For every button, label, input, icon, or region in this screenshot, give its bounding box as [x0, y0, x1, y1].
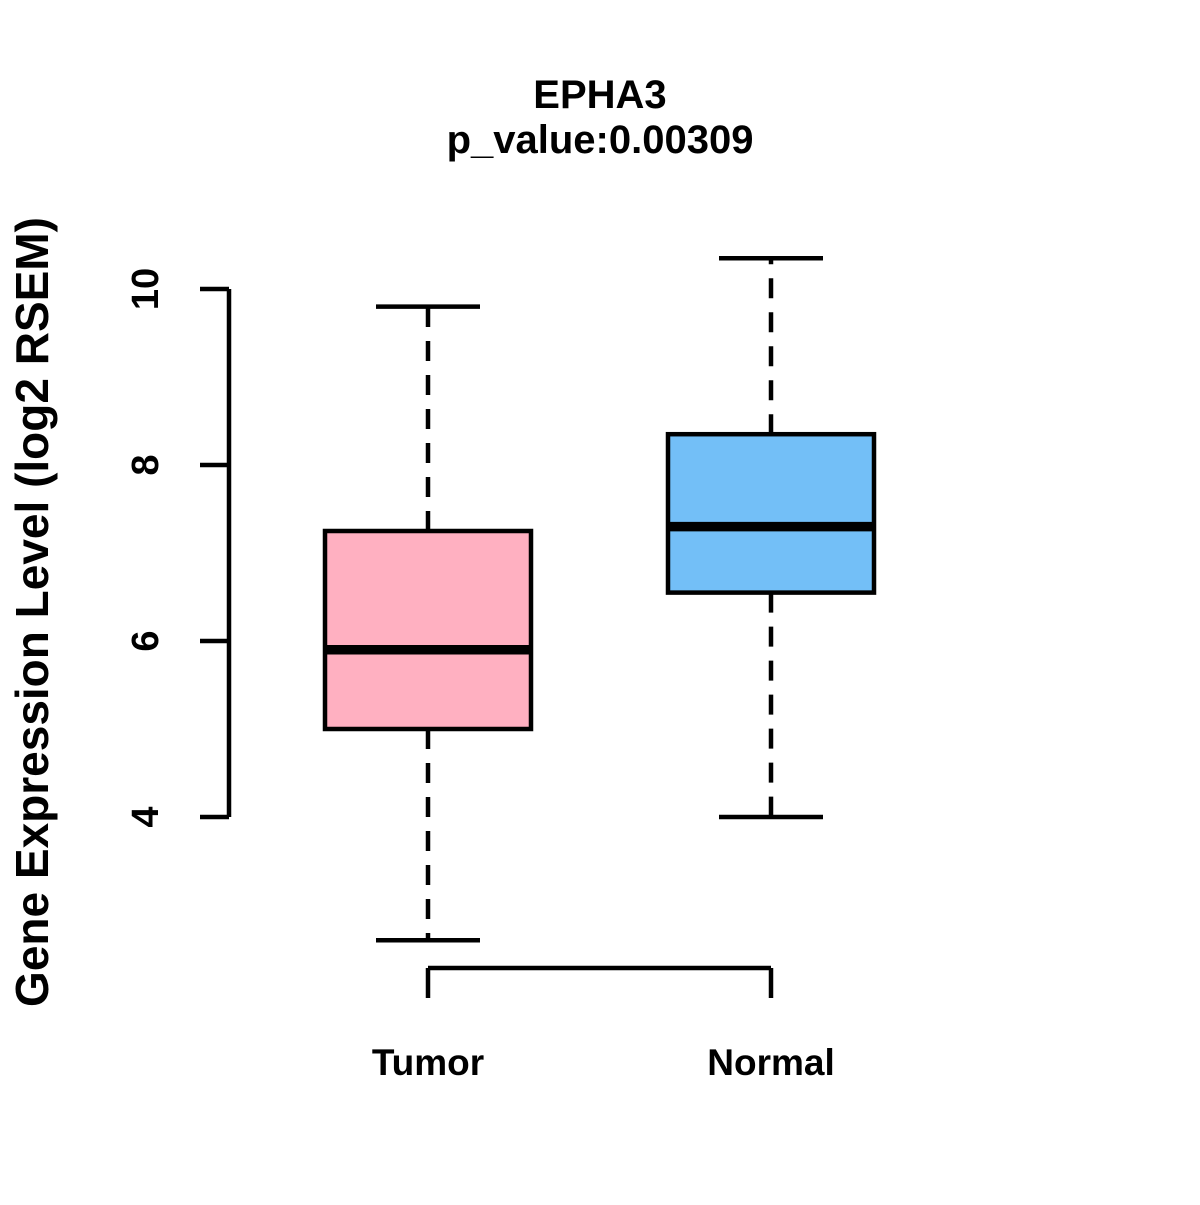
chart-title: EPHA3	[533, 73, 666, 117]
box-tumor	[322, 528, 534, 732]
boxes	[322, 255, 877, 943]
y-axis: 4 6 8 10	[125, 268, 232, 828]
y-axis-tick-label: 6	[125, 630, 167, 651]
y-axis-tick-label: 8	[125, 454, 167, 475]
chart-subtitle: p_value:0.00309	[447, 118, 754, 162]
x-axis: Tumor Normal	[372, 965, 835, 1083]
y-axis-tick-label: 10	[125, 268, 167, 310]
y-axis-label: Gene Expression Level (log2 RSEM)	[6, 217, 58, 1007]
category-label-normal: Normal	[707, 1042, 834, 1083]
category-label-tumor: Tumor	[372, 1042, 484, 1083]
y-axis-tick-label: 4	[125, 806, 167, 827]
box-normal	[665, 431, 877, 595]
